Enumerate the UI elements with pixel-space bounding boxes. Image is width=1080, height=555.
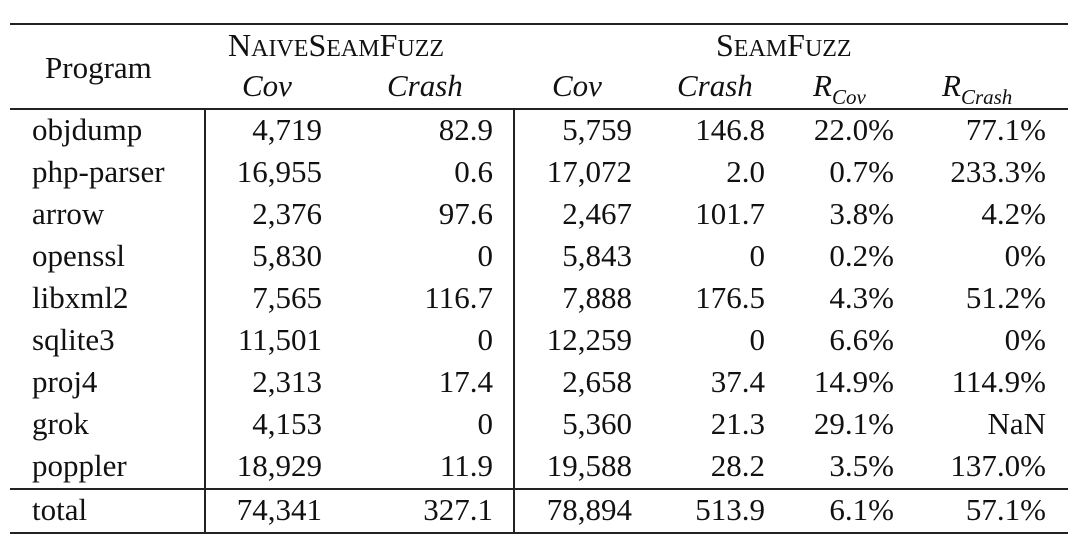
program-cell: sqlite3 <box>32 322 115 357</box>
rcrash-cell: 0% <box>1004 322 1046 357</box>
cov-naive-cell: 16,955 <box>236 154 322 189</box>
program-cell: total <box>32 492 88 527</box>
cov-seam-cell: 17,072 <box>546 154 632 189</box>
rcov-cell: 0.7% <box>829 154 894 189</box>
program-cell: grok <box>32 406 89 441</box>
rcov-cell: 29.1% <box>813 406 894 441</box>
crash-naive-cell: 116.7 <box>424 280 493 315</box>
crash-seam-cell: 146.8 <box>695 112 765 147</box>
crash-naive-cell: 97.6 <box>438 196 493 231</box>
col-divider-2 <box>513 109 515 534</box>
total-rule <box>10 488 1068 490</box>
program-cell: poppler <box>32 448 127 483</box>
program-cell: objdump <box>32 112 143 147</box>
rcov-cell: 6.1% <box>829 492 894 527</box>
results-table: Program NAIVESEAMFUZZ SEAMFUZZ Cov Crash… <box>10 0 1068 555</box>
program-cell: libxml2 <box>32 280 129 315</box>
cov-naive-cell: 7,565 <box>252 280 322 315</box>
crash-seam-cell: 28.2 <box>710 448 765 483</box>
rcrash-cell: 57.1% <box>965 492 1046 527</box>
rcrash-cell: 4.2% <box>981 196 1046 231</box>
crash-naive-cell: 0.6 <box>454 154 493 189</box>
crash-naive-cell: 11.9 <box>439 448 493 483</box>
crash-naive-cell: 0 <box>477 238 494 273</box>
crash-seam-cell: 21.3 <box>710 406 765 441</box>
program-cell: arrow <box>32 196 105 231</box>
crash-header-1: Crash <box>387 68 463 103</box>
cov-seam-cell: 12,259 <box>546 322 632 357</box>
rcrash-header: RCrash <box>942 68 1013 109</box>
col-divider-1 <box>204 109 206 534</box>
rcov-cell: 0.2% <box>829 238 894 273</box>
cov-naive-cell: 18,929 <box>236 448 322 483</box>
rcrash-cell: 137.0% <box>950 448 1046 483</box>
cov-seam-cell: 5,360 <box>562 406 632 441</box>
cov-naive-cell: 2,313 <box>252 364 322 399</box>
program-cell: openssl <box>32 238 125 273</box>
rcrash-cell: 0% <box>1004 238 1046 273</box>
cov-seam-cell: 78,894 <box>546 492 632 527</box>
cov-naive-cell: 4,153 <box>252 406 322 441</box>
rcrash-cell: NaN <box>987 406 1046 441</box>
crash-naive-cell: 0 <box>477 406 494 441</box>
cov-seam-cell: 5,759 <box>562 112 632 147</box>
cov-seam-cell: 2,658 <box>562 364 632 399</box>
program-header: Program <box>45 50 152 85</box>
crash-seam-cell: 0 <box>749 322 766 357</box>
crash-seam-cell: 37.4 <box>710 364 765 399</box>
cov-seam-cell: 19,588 <box>546 448 632 483</box>
rcov-cell: 14.9% <box>813 364 894 399</box>
rcrash-cell: 233.3% <box>950 154 1046 189</box>
rcrash-cell: 114.9% <box>951 364 1046 399</box>
cov-seam-cell: 2,467 <box>562 196 632 231</box>
rcov-cell: 4.3% <box>829 280 894 315</box>
seamfuzz-header: SEAMFUZZ <box>716 27 852 63</box>
crash-naive-cell: 0 <box>477 322 494 357</box>
cov-header-1: Cov <box>242 68 292 103</box>
rcov-cell: 22.0% <box>813 112 894 147</box>
crash-naive-cell: 17.4 <box>438 364 493 399</box>
cov-naive-cell: 4,719 <box>252 112 322 147</box>
program-cell: php-parser <box>32 154 165 189</box>
bottom-rule <box>10 532 1068 534</box>
header-rule <box>10 108 1068 110</box>
crash-seam-cell: 176.5 <box>695 280 765 315</box>
crash-seam-cell: 101.7 <box>695 196 765 231</box>
rcov-cell: 3.8% <box>829 196 894 231</box>
cov-header-2: Cov <box>552 68 602 103</box>
cov-naive-cell: 74,341 <box>236 492 322 527</box>
cov-naive-cell: 2,376 <box>252 196 322 231</box>
crash-seam-cell: 0 <box>749 238 766 273</box>
crash-naive-cell: 82.9 <box>438 112 493 147</box>
cov-naive-cell: 5,830 <box>252 238 322 273</box>
rcrash-cell: 77.1% <box>965 112 1046 147</box>
rcov-header: RCov <box>813 68 866 109</box>
cov-naive-cell: 11,501 <box>237 322 322 357</box>
cov-seam-cell: 7,888 <box>562 280 632 315</box>
program-cell: proj4 <box>32 364 98 399</box>
rcov-cell: 6.6% <box>829 322 894 357</box>
cov-seam-cell: 5,843 <box>562 238 632 273</box>
top-rule <box>10 23 1068 25</box>
crash-naive-cell: 327.1 <box>423 492 493 527</box>
rcov-cell: 3.5% <box>829 448 894 483</box>
naiveseamfuzz-header: NAIVESEAMFUZZ <box>228 27 445 63</box>
crash-seam-cell: 513.9 <box>695 492 765 527</box>
crash-header-2: Crash <box>677 68 753 103</box>
crash-seam-cell: 2.0 <box>726 154 765 189</box>
rcrash-cell: 51.2% <box>965 280 1046 315</box>
